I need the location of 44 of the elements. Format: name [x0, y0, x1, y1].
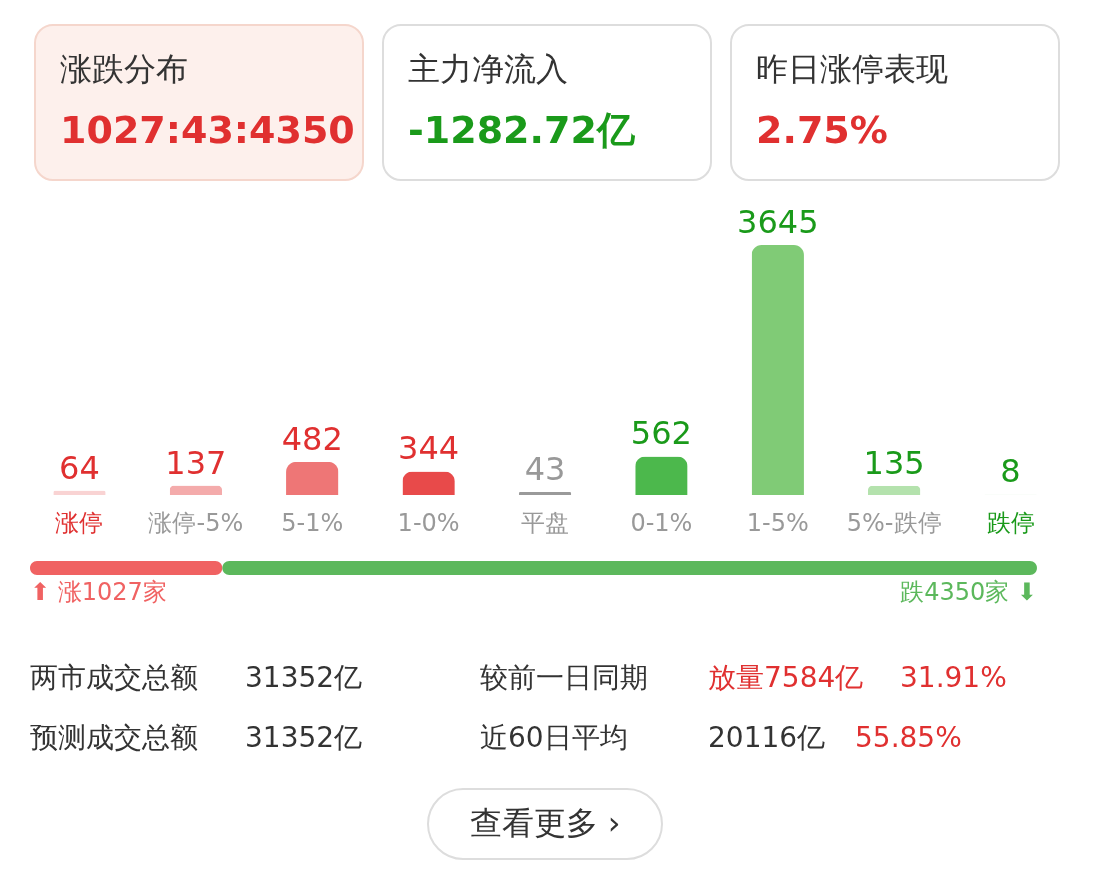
x-tick-label: 0-1% — [630, 508, 693, 537]
x-tick-label: 平盘 — [521, 508, 569, 537]
text: 20116亿 — [708, 721, 826, 754]
data-label: 482 — [281, 419, 343, 458]
x-tick-label: 涨停 — [55, 508, 104, 537]
x-tick-label: 1-0% — [397, 508, 460, 537]
data-label: 跌4350家 ⬇ — [900, 578, 1037, 606]
x-tick-label: 5-1% — [281, 508, 344, 537]
bar — [751, 245, 804, 495]
text: 放量7584亿 — [708, 661, 864, 694]
bar — [402, 471, 455, 495]
text: 昨日涨停表现 — [756, 50, 948, 88]
x-tick-label: 1-5% — [746, 508, 809, 537]
text: 涨跌分布 — [60, 50, 188, 88]
text: -1282.72亿 — [408, 108, 636, 152]
text: 31352亿 — [245, 661, 363, 694]
text: 55.85% — [855, 721, 962, 754]
text: 较前一日同期 — [480, 661, 648, 694]
data-label: 562 — [630, 414, 692, 453]
x-tick-label: 涨停-5% — [148, 508, 244, 537]
data-label: 135 — [863, 443, 925, 482]
data-label: 344 — [398, 429, 460, 468]
bar — [169, 485, 223, 495]
text: 预测成交总额 — [30, 721, 198, 754]
text: 查看更多 › — [469, 804, 621, 842]
text: 31.91% — [900, 661, 1007, 694]
data-label: 43 — [524, 450, 566, 489]
text: 1027:43:4350 — [60, 108, 355, 152]
x-tick-label: 跌停 — [986, 508, 1035, 537]
data-label: 64 — [59, 448, 100, 487]
text: 31352亿 — [245, 721, 363, 754]
data-label: ⬆ 涨1027家 — [30, 578, 167, 606]
text: 2.75% — [756, 108, 888, 152]
data-label: 137 — [165, 443, 227, 482]
data-label: 3645 — [737, 203, 819, 241]
x-tick-label: 5%-跌停 — [846, 508, 942, 537]
data-label: 8 — [1000, 452, 1021, 491]
bar — [286, 461, 339, 495]
text: 近60日平均 — [480, 721, 628, 754]
text: 两市成交总额 — [30, 661, 198, 694]
bar — [635, 456, 688, 495]
bar — [867, 485, 921, 495]
text: 主力净流入 — [408, 50, 568, 88]
bar — [518, 492, 572, 495]
